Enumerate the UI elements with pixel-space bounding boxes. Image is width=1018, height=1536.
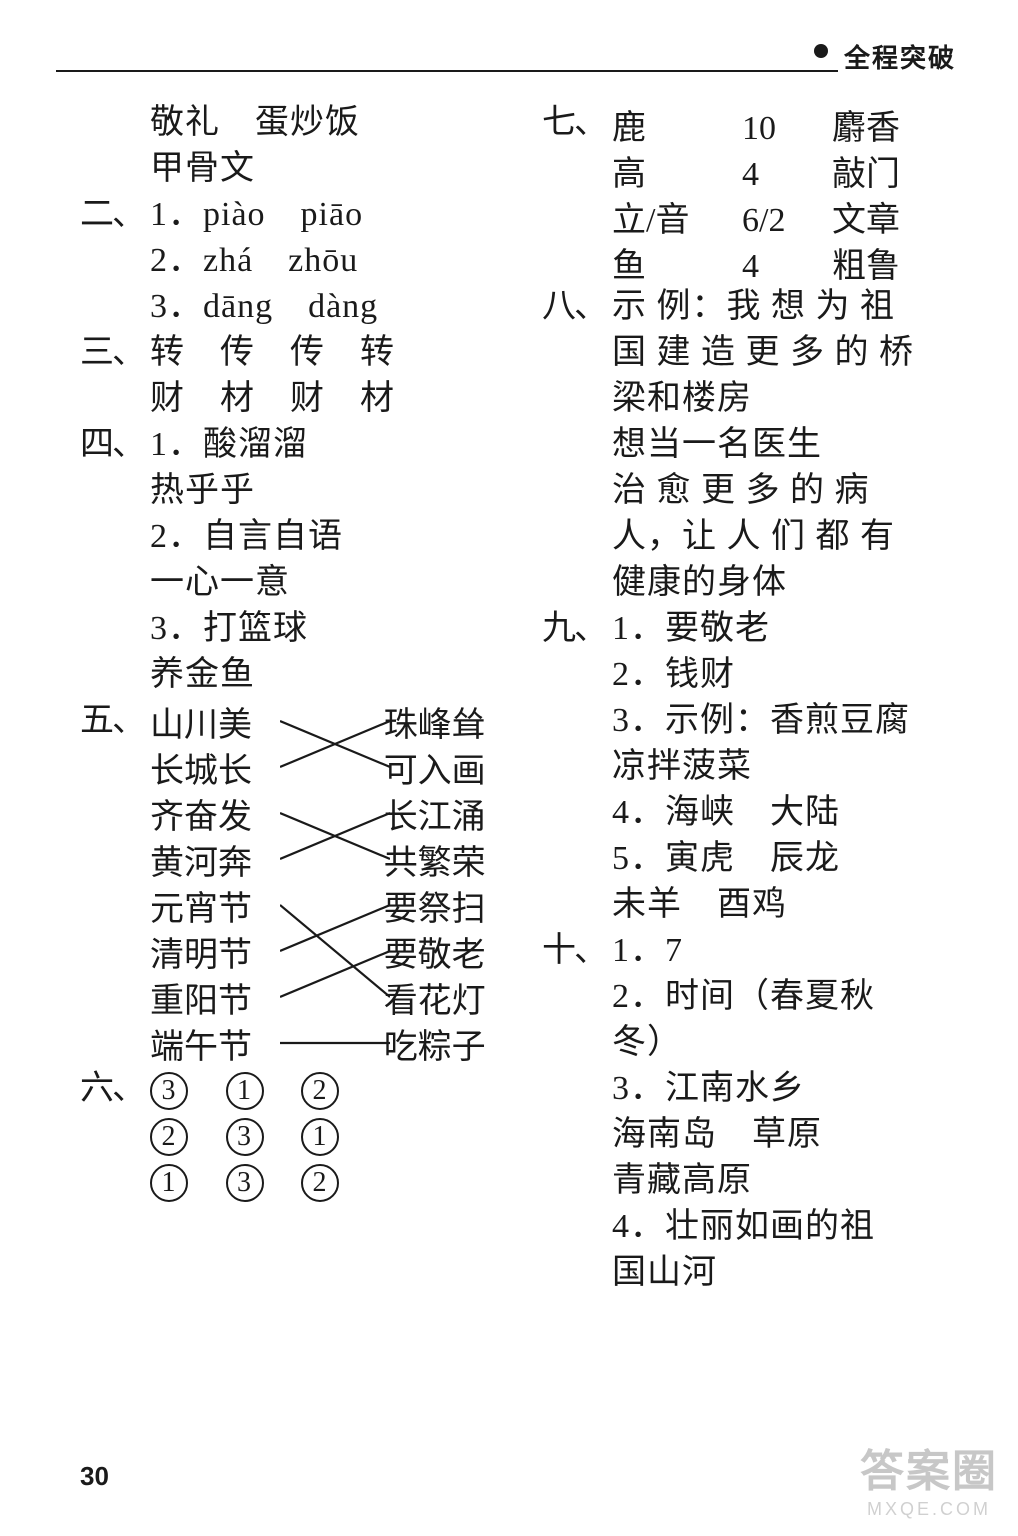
match-right: 珠峰耸 bbox=[384, 697, 520, 746]
pre-line: 敬礼 蛋炒饭 bbox=[150, 100, 520, 146]
match-right: 要祭扫 bbox=[384, 881, 520, 930]
s10-line: 冬） bbox=[612, 1020, 972, 1066]
s4-line: 热乎乎 bbox=[150, 468, 520, 514]
circled-number: 2 bbox=[301, 1072, 339, 1110]
match-left: 清明节 bbox=[150, 927, 277, 976]
s9-line: 4．海峡 大陆 bbox=[612, 790, 972, 836]
s7-cell: 麝香 bbox=[832, 100, 972, 149]
match-right: 长江涌 bbox=[384, 789, 520, 838]
header-rule bbox=[56, 70, 962, 72]
s8-line: 梁和楼房 bbox=[612, 376, 972, 422]
s10-line: 3．江南水乡 bbox=[612, 1066, 972, 1112]
section-label-4: 四、 bbox=[70, 422, 150, 468]
watermark-title: 答案圈 bbox=[860, 1435, 998, 1499]
match-left: 齐奋发 bbox=[150, 789, 277, 838]
header-brand: 全程突破 bbox=[838, 38, 962, 75]
s7-cell: 立/音 bbox=[612, 192, 742, 241]
s8-line: 治 愈 更 多 的 病 bbox=[612, 468, 972, 514]
section-label-2: 二、 bbox=[70, 192, 150, 238]
s8-line: 国 建 造 更 多 的 桥 bbox=[612, 330, 972, 376]
s9-line: 3．示例：香煎豆腐 bbox=[612, 698, 972, 744]
s6-row: 3 1 2 bbox=[150, 1066, 520, 1112]
matching-group-2: 齐奋发 长江涌 黄河奔 共繁荣 bbox=[150, 790, 520, 882]
s7-cell: 文章 bbox=[832, 192, 972, 241]
s3-line: 转 传 传 转 bbox=[150, 330, 520, 376]
match-left: 重阳节 bbox=[150, 973, 277, 1022]
section-label-8: 八、 bbox=[532, 284, 612, 330]
circled-number: 2 bbox=[301, 1164, 339, 1202]
s9-line: 2．钱财 bbox=[612, 652, 972, 698]
circled-number: 2 bbox=[150, 1118, 188, 1156]
pre-line: 甲骨文 bbox=[150, 146, 520, 192]
section-label-5: 五、 bbox=[70, 698, 150, 744]
match-right: 要敬老 bbox=[384, 927, 520, 976]
s7-cell: 4 bbox=[742, 156, 832, 194]
s4-line: 一心一意 bbox=[150, 560, 520, 606]
section-label-7: 七、 bbox=[532, 100, 612, 146]
s10-line: 海南岛 草原 bbox=[612, 1112, 972, 1158]
s7-table: 鹿10麝香 高4敲门 立/音6/2文章 鱼4粗鲁 bbox=[612, 100, 972, 284]
s7-cell: 10 bbox=[742, 110, 832, 148]
circled-number: 3 bbox=[226, 1164, 264, 1202]
page-number: 30 bbox=[80, 1461, 109, 1492]
circled-number: 3 bbox=[150, 1072, 188, 1110]
s7-cell: 敲门 bbox=[832, 146, 972, 195]
header-dot bbox=[814, 44, 828, 58]
s9-line: 未羊 酉鸡 bbox=[612, 882, 972, 928]
s7-cell: 6/2 bbox=[742, 202, 832, 240]
s10-line: 2．时间（春夏秋 bbox=[612, 974, 972, 1020]
s8-line: 想当一名医生 bbox=[612, 422, 972, 468]
matching-group-1: 山川美 珠峰耸 长城长 可入画 bbox=[150, 698, 520, 790]
s2-line: 3．dāng dàng bbox=[150, 284, 520, 330]
circled-number: 3 bbox=[226, 1118, 264, 1156]
match-left: 山川美 bbox=[150, 697, 277, 746]
s8-line: 人，让 人 们 都 有 bbox=[612, 514, 972, 560]
circled-number: 1 bbox=[226, 1072, 264, 1110]
circled-number: 1 bbox=[301, 1118, 339, 1156]
page-body: 敬礼 蛋炒饭 甲骨文 二、1．piào piāo 2．zhá zhōu 3．dā… bbox=[70, 100, 970, 1296]
match-left: 长城长 bbox=[150, 743, 277, 792]
s10-line: 国山河 bbox=[612, 1250, 972, 1296]
s10-line: 青藏高原 bbox=[612, 1158, 972, 1204]
circled-number: 1 bbox=[150, 1164, 188, 1202]
match-left: 端午节 bbox=[150, 1019, 277, 1068]
match-right: 吃粽子 bbox=[384, 1019, 520, 1068]
s8-line: 示 例：我 想 为 祖 bbox=[612, 284, 972, 330]
s7-cell: 鱼 bbox=[612, 238, 742, 287]
s7-cell: 粗鲁 bbox=[832, 238, 972, 287]
section-label-6: 六、 bbox=[70, 1066, 150, 1112]
s2-line: 2．zhá zhōu bbox=[150, 238, 520, 284]
match-left: 元宵节 bbox=[150, 881, 277, 930]
s7-cell: 高 bbox=[612, 146, 742, 195]
s8-line: 健康的身体 bbox=[612, 560, 972, 606]
s7-cell: 鹿 bbox=[612, 100, 742, 149]
s2-line: 1．piào piāo bbox=[150, 192, 520, 238]
right-column: 七、 鹿10麝香 高4敲门 立/音6/2文章 鱼4粗鲁 八、示 例：我 想 为 … bbox=[532, 100, 972, 1296]
match-left: 黄河奔 bbox=[150, 835, 277, 884]
s10-line: 4．壮丽如画的祖 bbox=[612, 1204, 972, 1250]
s4-line: 2．自言自语 bbox=[150, 514, 520, 560]
match-right: 可入画 bbox=[384, 743, 520, 792]
watermark-url: MXQE.COM bbox=[860, 1499, 998, 1520]
s4-line: 养金鱼 bbox=[150, 652, 520, 698]
s10-line: 1．7 bbox=[612, 928, 972, 974]
s4-line: 1．酸溜溜 bbox=[150, 422, 520, 468]
s9-line: 1．要敬老 bbox=[612, 606, 972, 652]
left-column: 敬礼 蛋炒饭 甲骨文 二、1．piào piāo 2．zhá zhōu 3．dā… bbox=[70, 100, 520, 1296]
section-label-9: 九、 bbox=[532, 606, 612, 652]
s9-line: 凉拌菠菜 bbox=[612, 744, 972, 790]
match-right: 共繁荣 bbox=[384, 835, 520, 884]
s3-line: 财 材 财 材 bbox=[150, 376, 520, 422]
s6-row: 2 3 1 bbox=[150, 1112, 520, 1158]
s4-line: 3．打篮球 bbox=[150, 606, 520, 652]
s9-line: 5．寅虎 辰龙 bbox=[612, 836, 972, 882]
matching-group-3: 元宵节 要祭扫 清明节 要敬老 重阳节 看花灯 端午节 吃粽子 bbox=[150, 882, 520, 1066]
match-right: 看花灯 bbox=[384, 973, 520, 1022]
watermark: 答案圈 MXQE.COM bbox=[860, 1435, 998, 1520]
section-label-10: 十、 bbox=[532, 928, 612, 974]
s7-cell: 4 bbox=[742, 248, 832, 286]
s6-row: 1 3 2 bbox=[150, 1158, 520, 1204]
section-label-3: 三、 bbox=[70, 330, 150, 376]
